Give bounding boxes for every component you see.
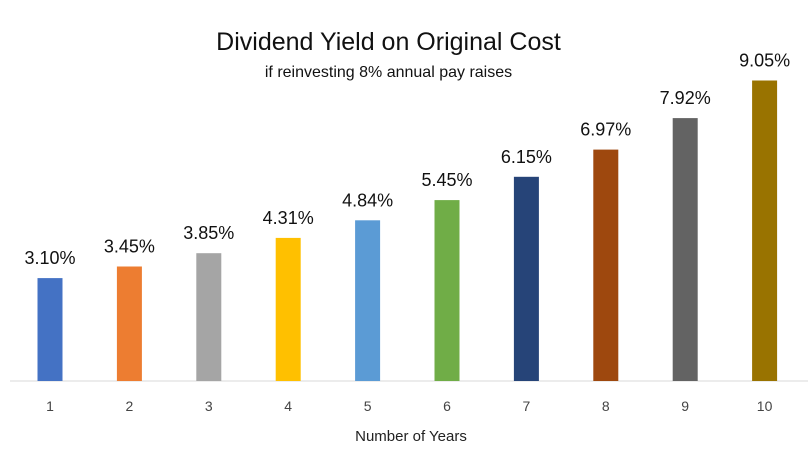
x-tick-label-2: 2	[126, 398, 134, 414]
bars-group	[37, 80, 778, 381]
bar-year-2	[116, 266, 142, 381]
data-label-year-2: 3.45%	[104, 237, 155, 257]
data-label-year-4: 4.31%	[263, 208, 314, 228]
bar-year-8	[593, 149, 619, 381]
chart-title: Dividend Yield on Original Cost	[216, 28, 561, 56]
x-axis-title: Number of Years	[355, 428, 467, 445]
data-label-year-10: 9.05%	[739, 51, 790, 71]
bar-year-3	[196, 253, 222, 381]
bar-year-7	[513, 176, 539, 381]
data-label-year-6: 5.45%	[421, 170, 472, 190]
chart-subtitle: if reinvesting 8% annual pay raises	[264, 64, 513, 81]
x-tick-label-8: 8	[602, 398, 610, 414]
data-label-year-5: 4.84%	[342, 190, 393, 210]
x-tick-label-7: 7	[523, 398, 531, 414]
x-tick-label-4: 4	[284, 398, 292, 414]
data-labels-group: 3.10% 3.45% 3.85% 4.31% 4.84% 5.45% 6.15% 6.97%…	[24, 51, 790, 269]
x-tick-label-3: 3	[205, 398, 213, 414]
x-tick-label-1: 1	[46, 398, 54, 414]
bar-year-5	[355, 220, 381, 381]
x-tick-labels-group: 1 2 3 4 5 6 7 8 9 10	[46, 398, 772, 414]
bar-year-10	[752, 80, 778, 381]
bar-year-4	[275, 237, 301, 381]
data-label-year-8: 6.97%	[580, 120, 631, 140]
x-tick-label-5: 5	[364, 398, 372, 414]
bar-year-6	[434, 200, 460, 381]
data-label-year-1: 3.10%	[24, 248, 75, 268]
data-label-year-3: 3.85%	[183, 223, 234, 243]
bar-year-9	[672, 118, 698, 381]
x-tick-label-10: 10	[757, 398, 773, 414]
x-tick-label-6: 6	[443, 398, 451, 414]
data-label-year-9: 7.92%	[660, 88, 711, 108]
x-tick-label-9: 9	[681, 398, 689, 414]
bar-year-1	[37, 278, 63, 381]
data-label-year-7: 6.15%	[501, 147, 552, 167]
